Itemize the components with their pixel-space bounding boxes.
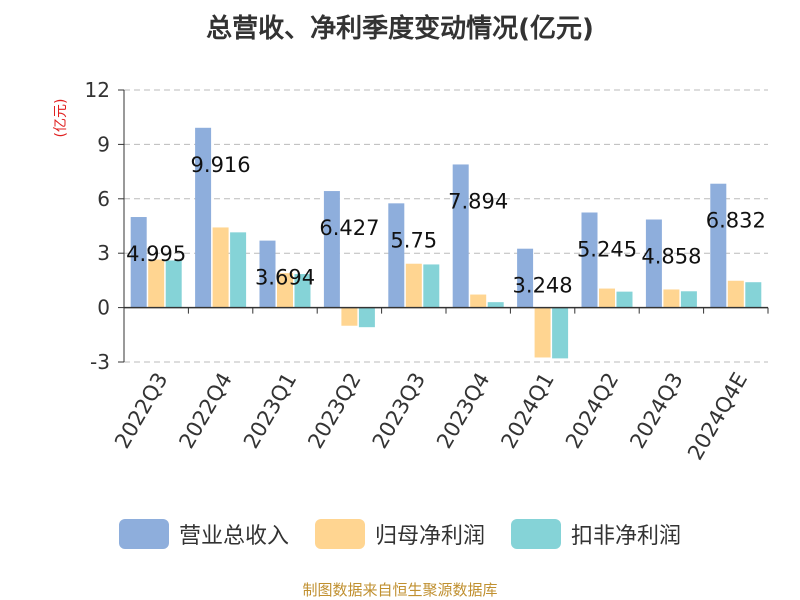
x-tick-label-2023Q4: 2023Q4: [432, 369, 494, 453]
legend: 营业总收入 归母净利润 扣非净利润: [0, 518, 800, 550]
x-tick-label-2023Q1: 2023Q1: [239, 369, 301, 453]
bar-2023Q2-series-2: [358, 307, 375, 328]
chart-title: 总营收、净利季度变动情况(亿元): [206, 14, 594, 44]
bar-2022Q4-series-2: [230, 232, 247, 308]
legend-item-revenue[interactable]: 营业总收入: [118, 518, 289, 550]
legend-swatch-revenue: [118, 519, 169, 549]
data-label-2024Q4E: 6.832: [706, 209, 766, 233]
bar-2024Q3-series-0: [645, 219, 662, 308]
x-tick-label-2024Q1: 2024Q1: [496, 369, 558, 453]
bar-2023Q4-series-2: [487, 302, 504, 308]
y-tick-label: 9: [97, 132, 110, 156]
x-tick-label-2022Q3: 2022Q3: [110, 369, 172, 453]
y-tick-label: 3: [97, 241, 110, 265]
bar-2022Q3-series-2: [165, 260, 182, 308]
x-tick-label-2023Q3: 2023Q3: [368, 369, 430, 453]
bar-chart-plot: -3 0 3 6 9 12 2022Q3 4.995 2022Q4 9.916 2023Q1 3.69…: [85, 78, 769, 465]
legend-item-net-profit[interactable]: 归母净利润: [314, 518, 485, 550]
bar-2023Q3-series-2: [423, 264, 440, 308]
x-tick-label-2024Q4E: 2024Q4E: [683, 369, 752, 465]
bar-2022Q4-series-1: [212, 227, 229, 308]
bar-2024Q4E-series-2: [745, 282, 762, 308]
bar-2023Q1-series-2: [294, 274, 311, 308]
bar-2022Q4-series-0: [195, 127, 212, 308]
y-tick-label: -3: [90, 350, 110, 374]
data-label-2022Q4: 9.916: [191, 153, 251, 177]
bar-2023Q3-series-1: [405, 263, 422, 308]
bar-2024Q3-series-2: [680, 291, 697, 308]
data-source-note: 制图数据来自恒生聚源数据库: [302, 581, 498, 599]
legend-label-net-profit: 归母净利润: [374, 524, 485, 549]
data-label-2023Q2: 6.427: [319, 216, 379, 240]
bar-2024Q1-series-1: [534, 307, 551, 358]
data-label-2022Q3: 4.995: [126, 242, 186, 266]
data-label-2024Q2: 5.245: [577, 237, 637, 261]
x-tick-label-2023Q2: 2023Q2: [303, 369, 365, 453]
bar-2024Q2-series-0: [581, 212, 598, 308]
legend-swatch-net-profit: [314, 519, 365, 549]
legend-item-deducted-profit[interactable]: 扣非净利润: [511, 518, 681, 550]
legend-label-deducted-profit: 扣非净利润: [571, 524, 682, 549]
legend-swatch-deducted-profit: [511, 519, 561, 549]
bar-2024Q3-series-1: [663, 289, 680, 308]
bar-2024Q2-series-1: [599, 288, 615, 308]
bar-2022Q3-series-1: [148, 259, 165, 308]
data-label-2024Q1: 3.248: [513, 274, 573, 298]
x-tick-label-2024Q2: 2024Q2: [561, 369, 623, 453]
bar-2024Q2-series-2: [616, 291, 633, 308]
bar-2023Q2-series-0: [323, 191, 340, 308]
bar-2023Q3-series-0: [388, 203, 405, 308]
y-tick-label: 12: [85, 78, 110, 102]
bar-2023Q2-series-1: [341, 307, 358, 326]
data-label-2023Q4: 7.894: [448, 189, 508, 213]
data-label-2023Q1: 3.694: [255, 266, 315, 290]
y-tick-label: 6: [97, 187, 110, 211]
x-tick-label-2022Q4: 2022Q4: [174, 369, 236, 453]
bar-2023Q4-series-1: [470, 294, 487, 308]
bar-2024Q1-series-0: [517, 248, 534, 308]
bar-2022Q3-series-0: [130, 217, 147, 308]
y-tick-label: 0: [97, 296, 110, 320]
bar-2023Q1-series-1: [277, 273, 293, 308]
bar-2023Q4-series-0: [452, 164, 469, 308]
bar-2023Q1-series-0: [259, 240, 276, 308]
data-label-2024Q3: 4.858: [641, 245, 701, 269]
bar-2024Q4E-series-1: [727, 280, 744, 308]
bar-2024Q4E-series-0: [710, 183, 727, 308]
bar-2024Q1-series-2: [552, 307, 569, 359]
x-tick-label-2024Q3: 2024Q3: [625, 369, 687, 453]
data-label-2023Q3: 5.75: [390, 228, 437, 252]
legend-label-revenue: 营业总收入: [178, 524, 289, 549]
